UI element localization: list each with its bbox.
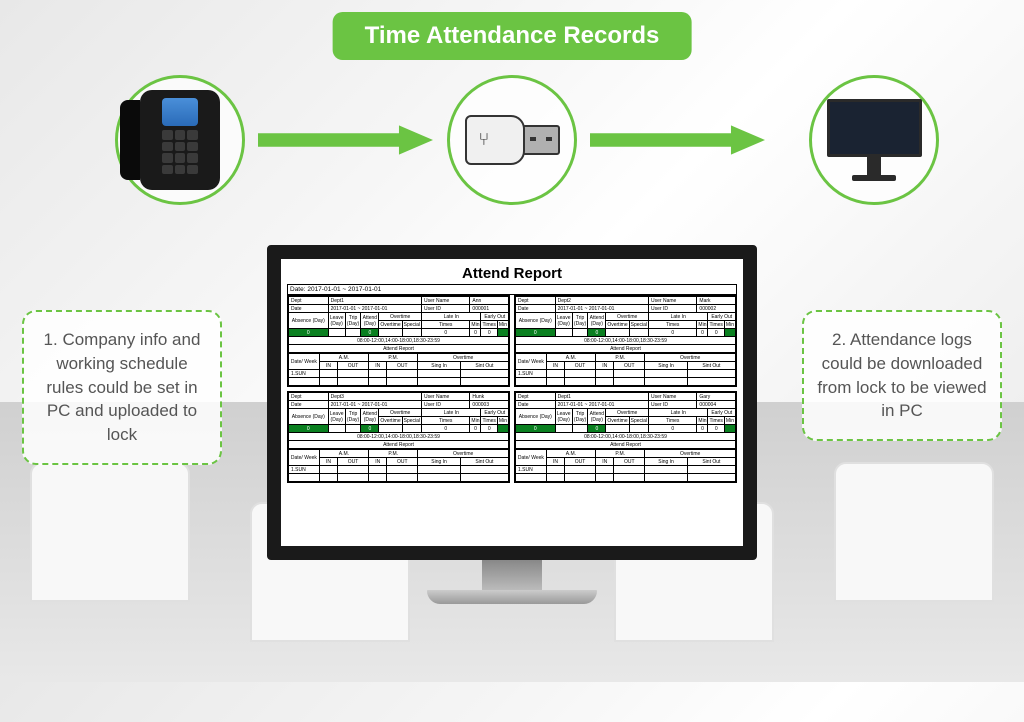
usb-icon: ⑂ (465, 115, 560, 165)
report-date-range: Date: 2017-01-01 ~ 2017-01-01 (287, 284, 737, 295)
monitor-stand (482, 560, 542, 590)
report-block: DeptDept1User NameGary Date2017-01-01 ~ … (514, 391, 737, 483)
node-pc-monitor (809, 75, 939, 205)
node-smart-lock (115, 75, 245, 205)
flow-arrow-2 (590, 125, 765, 155)
flow-arrow-1 (258, 125, 433, 155)
smart-lock-icon (140, 90, 220, 190)
report-block: DeptDept1User NameAnn Date2017-01-01 ~ 2… (287, 295, 510, 387)
info-box-download: 2. Attendance logs could be downloaded f… (802, 310, 1002, 441)
report-block: DeptDept2User NameMark Date2017-01-01 ~ … (514, 295, 737, 387)
monitor-icon (824, 99, 924, 181)
report-screen: Attend Report Date: 2017-01-01 ~ 2017-01… (267, 245, 757, 560)
report-block: DeptDept3User NameHunk Date2017-01-01 ~ … (287, 391, 510, 483)
chair-decoration (20, 462, 200, 682)
report-monitor: Attend Report Date: 2017-01-01 ~ 2017-01… (267, 245, 757, 604)
monitor-base (427, 590, 597, 604)
report-title: Attend Report (287, 265, 737, 282)
info-box-upload: 1. Company info and working schedule rul… (22, 310, 222, 465)
chair-decoration (824, 462, 1004, 682)
page-title: Time Attendance Records (333, 12, 692, 60)
node-usb-drive: ⑂ (447, 75, 577, 205)
